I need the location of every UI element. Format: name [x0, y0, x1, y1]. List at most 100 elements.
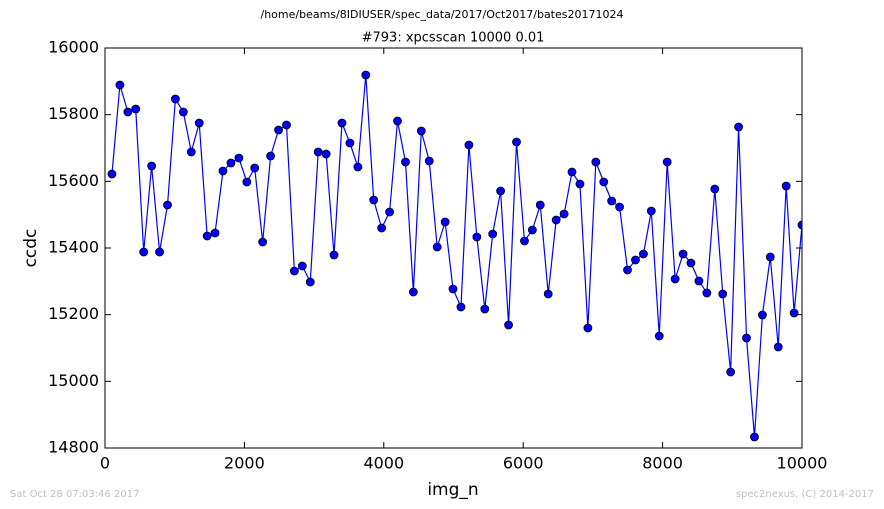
data-point [258, 237, 268, 247]
data-point [178, 107, 188, 117]
data-point [773, 342, 783, 352]
data-point [750, 432, 759, 442]
data-point [797, 220, 802, 230]
data-point [242, 177, 252, 187]
x-tick-label: 8000 [642, 454, 683, 473]
data-point [401, 157, 410, 167]
data-point [369, 195, 379, 205]
data-point [305, 277, 315, 287]
x-tick-label: 10000 [777, 454, 828, 473]
data-point [210, 228, 220, 238]
data-point [250, 163, 260, 173]
data-point [218, 166, 228, 176]
data-point [527, 225, 537, 235]
data-point [456, 302, 466, 312]
data-point [599, 177, 609, 187]
x-tick-label: 4000 [363, 454, 404, 473]
data-point [765, 252, 775, 262]
data-point [789, 308, 799, 318]
data-point [512, 137, 521, 147]
data-point [480, 304, 490, 314]
data-point [472, 232, 482, 242]
suptitle: /home/beams/8IDIUSER/spec_data/2017/Oct2… [261, 8, 624, 21]
timestamp: Sat Oct 28 07:03:46 2017 [10, 489, 140, 500]
data-point [321, 149, 331, 159]
data-point [567, 167, 577, 177]
y-tick-label: 15400 [48, 238, 99, 257]
data-point [123, 107, 133, 117]
data-point [408, 287, 418, 297]
data-point [781, 181, 791, 191]
data-point [758, 310, 767, 320]
data-point [742, 333, 751, 343]
credit: spec2nexus, (C) 2014-2017 [736, 489, 874, 500]
data-point [488, 229, 498, 239]
data-point [591, 157, 601, 167]
x-tick-label: 0 [100, 454, 110, 473]
data-point [686, 258, 696, 268]
data-point [202, 231, 212, 241]
chart-title: #793: xpcsscan 10000 0.01 [362, 31, 545, 46]
data-point [424, 156, 434, 166]
data-point [416, 126, 426, 136]
data-point [448, 284, 458, 294]
y-tick-label: 15000 [48, 371, 99, 390]
plot-area [107, 70, 802, 442]
data-point [559, 209, 569, 219]
data-point [551, 215, 561, 225]
data-point [155, 247, 164, 257]
data-point [329, 250, 339, 260]
data-point [226, 158, 236, 168]
data-point [535, 200, 545, 210]
data-point [170, 94, 180, 104]
data-point [274, 125, 283, 135]
data-point [734, 122, 743, 132]
data-point [654, 331, 664, 341]
data-point [615, 202, 624, 212]
data-point [631, 255, 640, 265]
data-point [646, 206, 656, 216]
data-point [131, 104, 141, 114]
data-point [297, 261, 307, 271]
data-point [662, 157, 672, 167]
data-point [282, 120, 291, 130]
data-point [710, 184, 720, 194]
data-point [337, 118, 347, 128]
y-tick-label: 16000 [48, 38, 99, 57]
data-point [107, 169, 117, 179]
y-tick-label: 14800 [48, 438, 99, 457]
data-point [464, 140, 474, 150]
data-point [583, 323, 593, 333]
data-point [163, 200, 172, 210]
data-point [432, 242, 442, 252]
y-tick-label: 15200 [48, 304, 99, 323]
data-point [186, 147, 196, 157]
data-point [115, 80, 125, 90]
data-point [639, 249, 648, 259]
data-point [147, 161, 157, 171]
data-point [289, 266, 299, 276]
data-point [234, 153, 244, 163]
x-axis-label: img_n [427, 480, 478, 500]
data-point [718, 289, 728, 299]
y-tick-label: 15600 [48, 171, 99, 190]
series-line [111, 74, 802, 438]
data-point [726, 367, 736, 377]
x-tick-label: 2000 [224, 454, 265, 473]
x-tick-label: 6000 [503, 454, 544, 473]
data-point [361, 70, 371, 80]
data-point [266, 151, 276, 161]
data-point [345, 138, 355, 148]
data-point [313, 147, 323, 157]
data-point [353, 162, 363, 172]
y-axis-label: ccdc [21, 229, 41, 268]
data-point [520, 236, 529, 246]
data-point [678, 249, 688, 259]
y-tick-label: 15800 [48, 104, 99, 123]
data-point [670, 274, 680, 284]
data-point [575, 179, 585, 189]
data-point [385, 207, 394, 217]
data-point [194, 118, 204, 128]
